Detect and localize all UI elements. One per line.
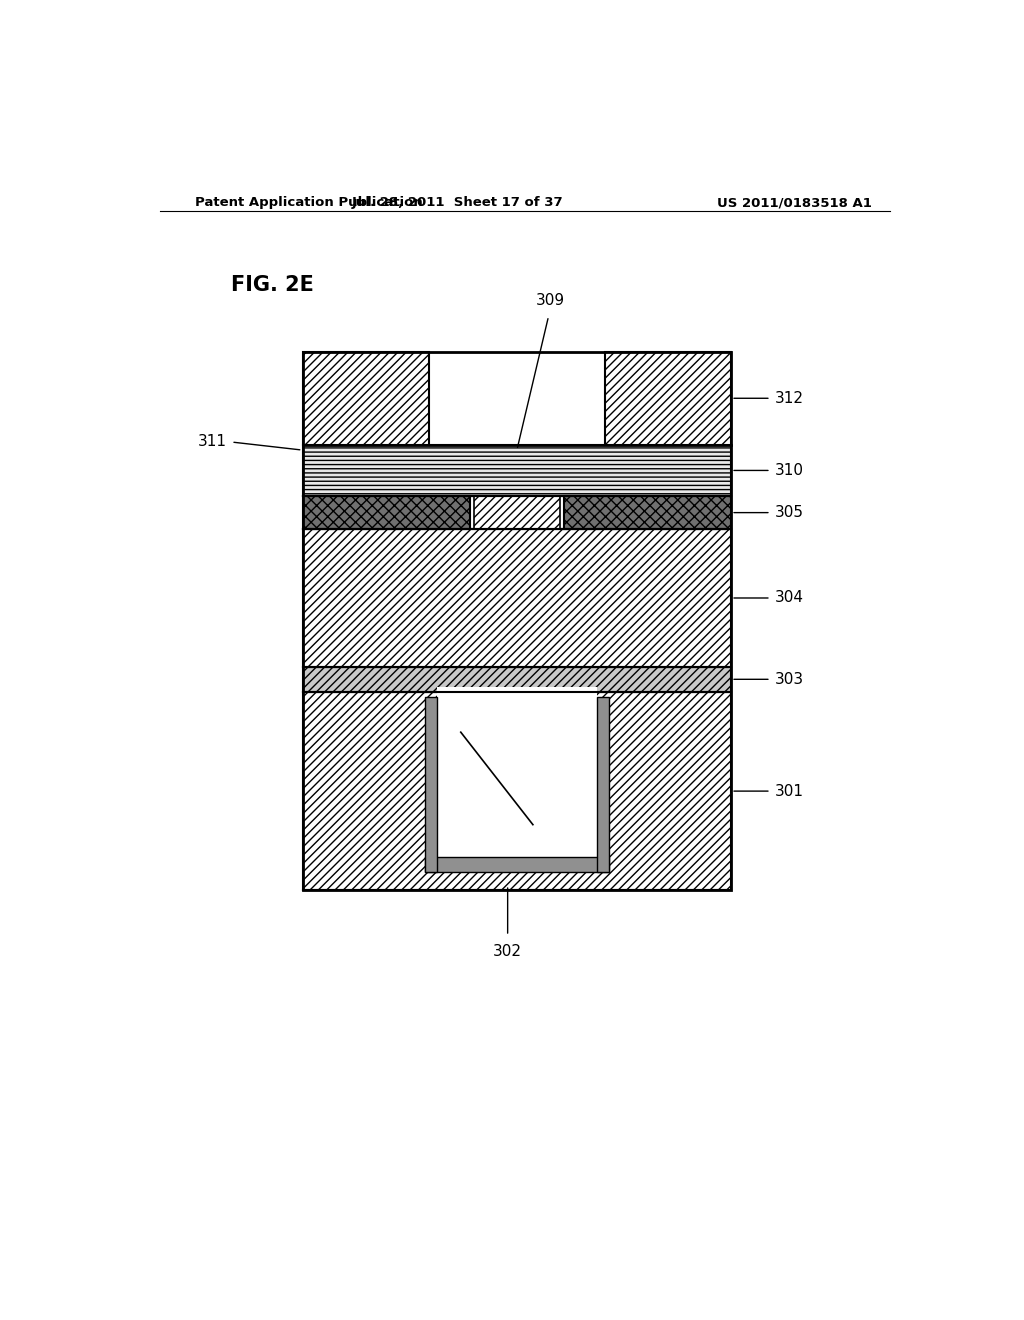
Bar	[425, 697, 436, 873]
Text: 309: 309	[536, 293, 565, 308]
Text: 302: 302	[494, 944, 522, 960]
Text: Patent Application Publication: Patent Application Publication	[196, 195, 423, 209]
Text: 303: 303	[775, 672, 804, 686]
Bar	[474, 496, 560, 529]
Text: US 2011/0183518 A1: US 2011/0183518 A1	[717, 195, 872, 209]
Bar	[303, 529, 731, 667]
Bar	[303, 692, 731, 890]
Bar	[303, 351, 731, 890]
Text: 311: 311	[199, 434, 227, 450]
Bar	[597, 697, 609, 873]
Text: FIG. 2E: FIG. 2E	[231, 276, 314, 296]
Bar	[303, 351, 429, 445]
Text: 310: 310	[775, 463, 804, 478]
Bar	[303, 667, 731, 692]
Text: Jul. 28, 2011  Sheet 17 of 37: Jul. 28, 2011 Sheet 17 of 37	[351, 195, 563, 209]
Bar	[425, 857, 609, 873]
Bar	[605, 351, 731, 445]
Text: 312: 312	[775, 391, 804, 405]
Bar	[436, 686, 597, 857]
Bar	[303, 445, 731, 496]
Text: 301: 301	[775, 784, 804, 799]
Bar	[564, 496, 731, 529]
Text: 304: 304	[775, 590, 804, 606]
Bar	[303, 496, 470, 529]
Text: 305: 305	[775, 506, 804, 520]
